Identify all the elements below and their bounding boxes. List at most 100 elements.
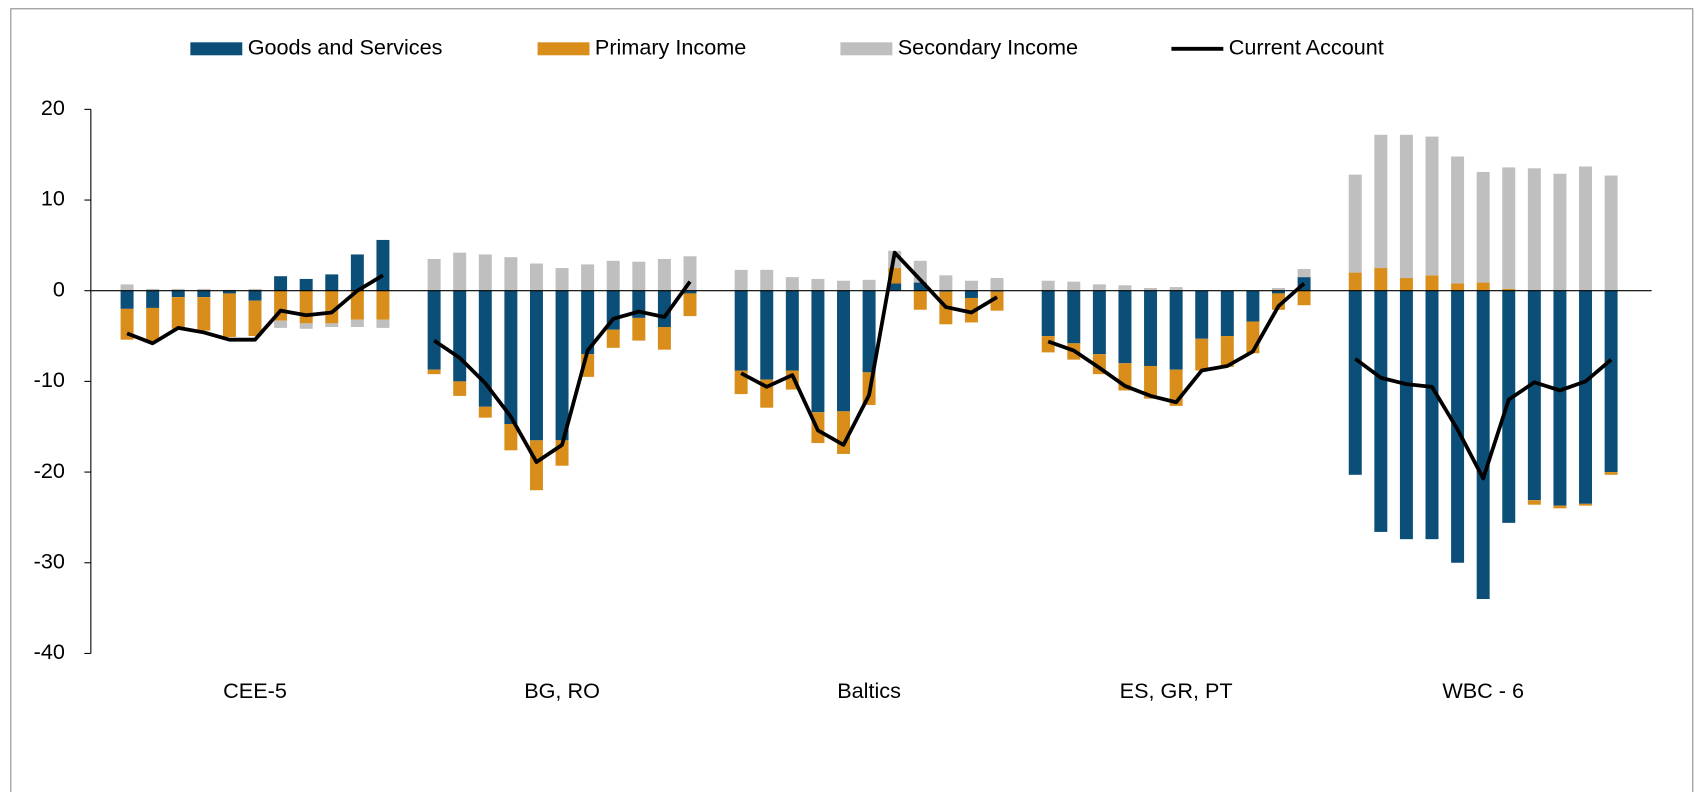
bar [248, 288, 262, 291]
bar [760, 290, 774, 380]
group-label: BG, RO [524, 678, 600, 703]
bar [1374, 268, 1388, 291]
bar [1041, 336, 1055, 353]
bar [683, 256, 697, 291]
bar [1604, 175, 1618, 291]
bar [376, 290, 390, 320]
bar [478, 254, 492, 291]
bar [862, 290, 876, 373]
bar [1553, 505, 1567, 509]
bar [146, 288, 160, 291]
bar [1348, 290, 1362, 475]
bar [325, 274, 339, 291]
bar [1553, 290, 1567, 506]
bar [1348, 174, 1362, 273]
bar [453, 381, 467, 396]
bar [1451, 283, 1465, 291]
bar [427, 369, 441, 375]
line [740, 250, 999, 447]
legend-label: Current Account [1229, 35, 1384, 60]
bar [1041, 290, 1055, 337]
y-tick-label: -40 [34, 639, 65, 664]
bar [1144, 288, 1158, 291]
bar [325, 323, 339, 327]
bar [1399, 278, 1413, 291]
bar [1271, 290, 1285, 294]
bar [1144, 290, 1158, 366]
bar [171, 288, 185, 291]
bar [1425, 290, 1439, 540]
y-tick-label: -30 [34, 548, 65, 573]
legend-swatch [840, 42, 893, 56]
bar [1220, 336, 1234, 367]
bar [862, 279, 876, 291]
bar [1476, 282, 1490, 291]
bar [1476, 171, 1490, 283]
bar [248, 290, 262, 301]
bar [657, 326, 671, 350]
bar [299, 290, 313, 324]
bar [529, 263, 543, 291]
bar [811, 278, 825, 291]
bar [1527, 290, 1541, 501]
bar [1399, 134, 1413, 279]
y-tick-label: 0 [53, 276, 65, 301]
bar [171, 290, 185, 298]
bar [1271, 288, 1285, 291]
bar [504, 257, 518, 291]
group-label: Baltics [837, 678, 901, 703]
bar [529, 290, 543, 441]
bar [888, 283, 902, 291]
bar [299, 323, 313, 329]
legend-label: Primary Income [595, 35, 746, 60]
bar [325, 290, 339, 324]
bar [427, 258, 441, 291]
bar [964, 280, 978, 291]
bar [1118, 285, 1132, 291]
bar [1451, 156, 1465, 284]
bar [939, 275, 953, 291]
bar [1502, 290, 1516, 523]
bar [1579, 503, 1593, 506]
bar [299, 278, 313, 291]
bar [453, 290, 467, 382]
bar [120, 308, 134, 340]
bar [222, 290, 236, 294]
y-tick-label: -20 [34, 458, 65, 483]
y-tick-label: -10 [34, 367, 65, 392]
bar [811, 290, 825, 413]
legend-swatch [537, 42, 590, 56]
bar [1195, 338, 1209, 371]
bar [350, 290, 364, 320]
bar [837, 290, 850, 412]
bar [197, 297, 211, 331]
bar [171, 297, 185, 329]
line [126, 273, 384, 346]
line [1047, 282, 1306, 405]
bar [504, 424, 518, 451]
bar [1579, 166, 1593, 291]
bar [1041, 280, 1055, 291]
bar [427, 290, 441, 370]
bar [555, 290, 569, 441]
bar [1348, 272, 1362, 291]
bar [683, 290, 697, 294]
bar [1553, 173, 1567, 291]
chart-frame [10, 8, 1694, 792]
bar [120, 284, 134, 291]
bar [197, 288, 211, 291]
bar [990, 278, 1004, 291]
bar [734, 290, 748, 371]
bar [478, 406, 492, 418]
bar [222, 293, 236, 337]
bar [1425, 275, 1439, 291]
bar [1195, 290, 1209, 339]
bar [453, 252, 467, 291]
bar [529, 440, 543, 491]
bar [1579, 290, 1593, 504]
bar [581, 290, 595, 355]
bar [350, 319, 364, 327]
bar [1527, 168, 1541, 291]
bar [1067, 290, 1081, 344]
bar [197, 290, 211, 298]
